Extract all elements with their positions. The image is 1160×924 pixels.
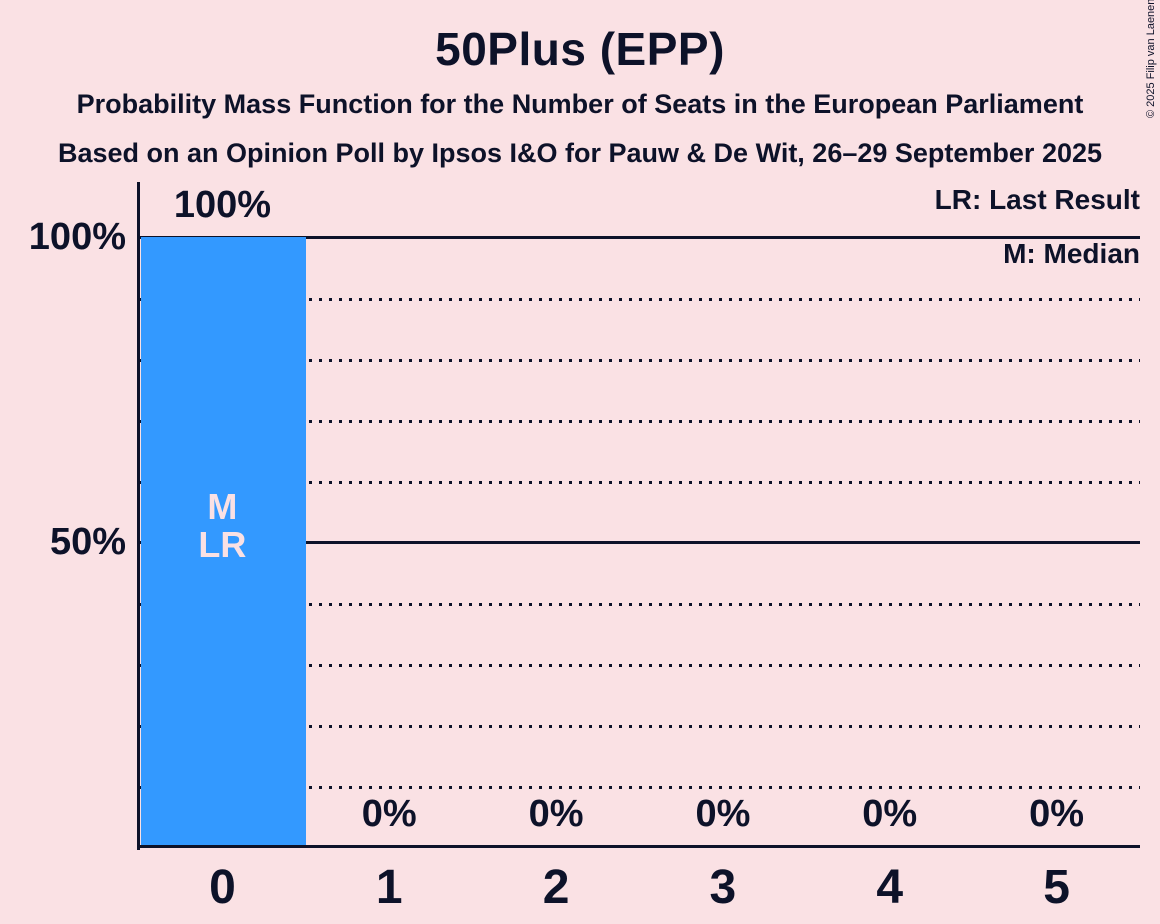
x-axis-tick-4: 4 [876, 861, 904, 914]
chart-source-line: Based on an Opinion Poll by Ipsos I&O fo… [57, 138, 1103, 168]
gridline-100 [139, 236, 1140, 239]
chart-title: 50Plus (EPP) [435, 23, 725, 75]
bar-value-label: 0% [1029, 793, 1085, 835]
y-axis-tick-100: 100% [28, 216, 126, 258]
chart-subtitle: Probability Mass Function for the Number… [76, 89, 1084, 119]
x-axis-tick-1: 1 [375, 861, 403, 914]
legend-last-result: LR: Last Result [934, 184, 1140, 215]
gridline-20 [139, 725, 1140, 728]
x-axis-tick-3: 3 [709, 861, 737, 914]
column-seat-3: 0% 3 [639, 237, 806, 914]
gridline-30 [139, 664, 1140, 667]
bar-columns: M LR 100% 0 0% 1 0% 2 0% 3 0% 4 0% 5 [139, 185, 1140, 914]
median-last-result-annotation: M LR [139, 488, 306, 564]
x-axis-tick-2: 2 [542, 861, 570, 914]
gridline-80 [139, 359, 1140, 362]
column-seat-2: 0% 2 [473, 237, 640, 914]
gridline-70 [139, 420, 1140, 423]
gridline-50 [139, 541, 1140, 544]
column-seat-0: M LR 100% 0 [139, 185, 306, 914]
legend-median: M: Median [1003, 238, 1140, 269]
bar-value-label: 0% [862, 793, 918, 835]
x-axis-tick-5: 5 [1043, 861, 1070, 914]
x-axis-line [139, 845, 1140, 848]
bar-seat-0 [141, 237, 306, 847]
plot-area: M LR 100% 0 0% 1 0% 2 0% 3 0% 4 0% 5 [139, 185, 1140, 914]
column-seat-4: 0% 4 [806, 237, 973, 914]
column-seat-1: 0% 1 [306, 237, 473, 914]
gridline-10 [139, 786, 1140, 789]
gridline-40 [139, 603, 1140, 606]
gridline-90 [139, 298, 1140, 301]
x-axis-tick-0: 0 [209, 861, 236, 914]
bar-value-label: 0% [528, 793, 584, 835]
median-marker: M [207, 486, 238, 527]
y-axis-tick-50: 50% [49, 521, 126, 563]
bar-value-label: 0% [695, 793, 751, 835]
bar-value-label: 0% [361, 793, 417, 835]
column-seat-5: 0% 5 [973, 237, 1140, 914]
y-axis-line [137, 182, 140, 850]
last-result-marker: LR [198, 524, 247, 565]
gridline-60 [139, 481, 1140, 484]
copyright-notice: © 2025 Filip van Laenen [1145, 0, 1157, 118]
bar-value-label: 100% [173, 184, 272, 226]
